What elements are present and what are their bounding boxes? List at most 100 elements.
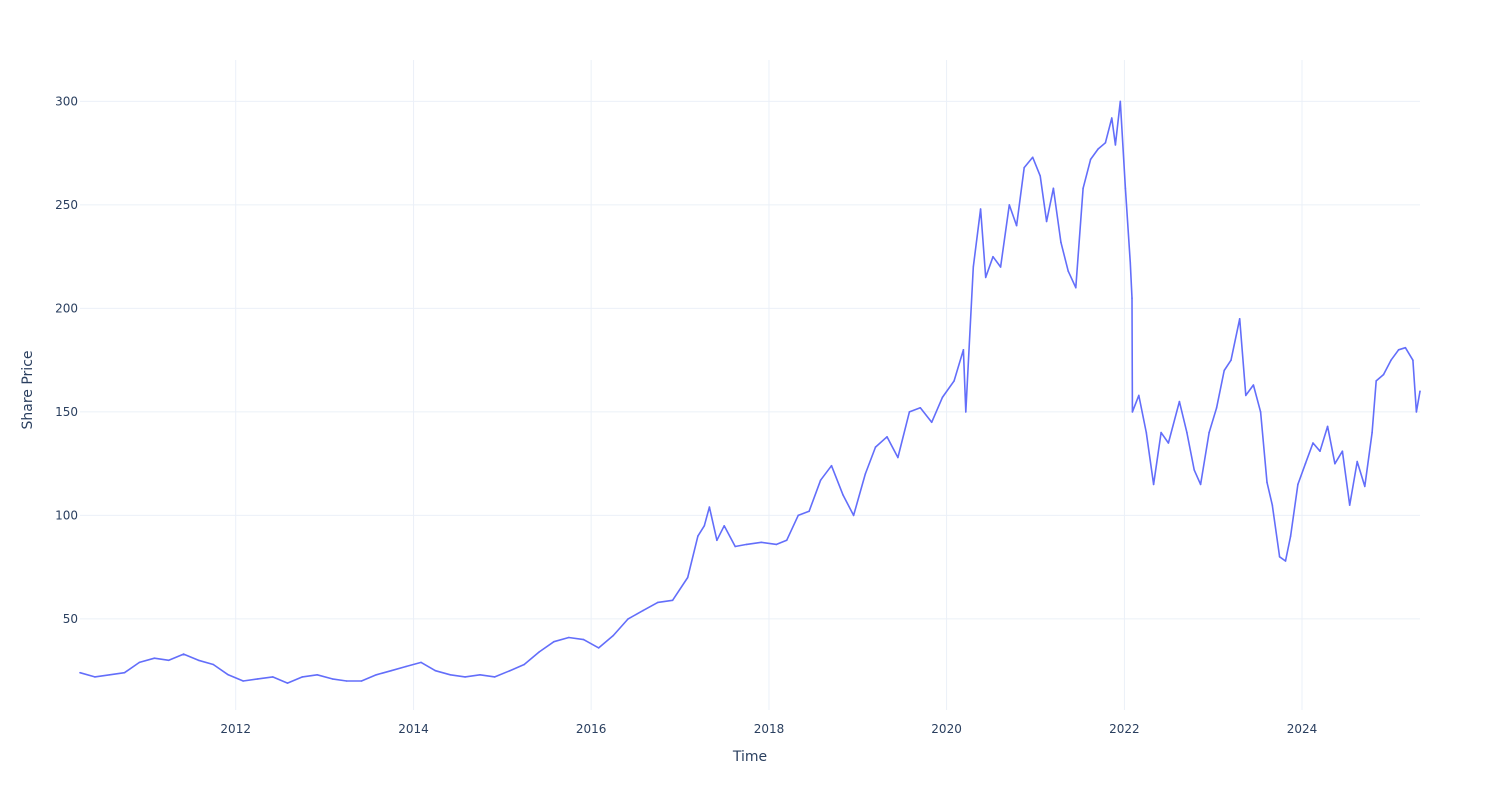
data-point	[1129, 262, 1132, 264]
data-point	[197, 659, 200, 662]
y-axis-title: Share Price	[20, 350, 36, 429]
data-point	[1364, 485, 1366, 488]
data-point	[708, 506, 711, 508]
data-point	[360, 680, 363, 682]
data-point	[697, 535, 699, 537]
data-point	[830, 464, 833, 467]
data-point	[79, 671, 81, 674]
y-tick-label: 100	[55, 508, 78, 522]
data-point	[1341, 450, 1344, 453]
data-point	[642, 609, 644, 612]
data-point	[94, 676, 96, 678]
data-point	[182, 653, 185, 655]
data-point	[1238, 318, 1241, 320]
data-point	[405, 665, 407, 668]
data-point	[1390, 359, 1392, 362]
data-point	[123, 671, 126, 674]
data-point	[671, 599, 674, 602]
data-point	[286, 682, 289, 684]
data-point	[1348, 504, 1351, 506]
data-point	[745, 543, 748, 546]
data-point	[1356, 460, 1358, 463]
data-point	[597, 647, 600, 649]
data-point	[785, 539, 788, 542]
data-point	[242, 680, 244, 682]
data-point	[449, 674, 452, 676]
data-point	[992, 255, 994, 258]
data-point	[716, 539, 718, 542]
data-point	[1160, 431, 1162, 434]
data-point	[227, 674, 229, 676]
data-point	[301, 676, 304, 678]
series-layer	[79, 100, 1421, 684]
data-point	[1031, 156, 1034, 159]
data-point	[1008, 204, 1011, 206]
data-point	[930, 421, 933, 424]
share-price-series-line	[79, 100, 1421, 684]
x-tick-label: 2022	[1109, 722, 1140, 736]
data-point	[1271, 504, 1274, 506]
data-point	[1334, 462, 1336, 465]
data-point	[972, 266, 975, 268]
data-point	[1138, 394, 1140, 397]
x-tick-label: 2020	[931, 722, 962, 736]
data-point	[138, 661, 141, 664]
data-point	[852, 514, 855, 517]
data-point	[108, 674, 111, 676]
data-point	[734, 545, 736, 548]
data-point	[1304, 462, 1307, 465]
data-point	[979, 208, 982, 210]
data-point	[434, 669, 437, 672]
data-point	[1075, 286, 1077, 289]
data-point	[1297, 483, 1299, 486]
data-point	[819, 479, 822, 482]
data-point	[1052, 187, 1055, 190]
data-point	[1284, 560, 1287, 562]
data-point	[1131, 297, 1133, 299]
data-point	[999, 266, 1002, 268]
data-point	[1124, 187, 1127, 190]
y-tick-label: 50	[63, 612, 78, 626]
data-point	[703, 525, 706, 527]
data-point	[1245, 394, 1247, 397]
data-point	[168, 659, 170, 662]
data-point	[1382, 373, 1385, 376]
data-point	[1289, 535, 1292, 537]
data-point	[1131, 411, 1134, 413]
x-tick-label: 2012	[220, 722, 251, 736]
data-point	[1111, 117, 1113, 119]
data-point	[612, 634, 615, 637]
data-point	[1208, 431, 1210, 434]
data-point	[1412, 359, 1414, 362]
data-point	[1319, 450, 1321, 453]
data-point	[1415, 411, 1418, 413]
data-point	[390, 669, 393, 672]
data-point	[1259, 411, 1262, 413]
data-point	[657, 601, 659, 604]
data-point	[1152, 483, 1155, 486]
data-point	[874, 446, 877, 448]
data-point	[375, 674, 378, 676]
x-axis-title: Time	[732, 749, 767, 765]
data-point	[523, 663, 525, 666]
data-point	[1193, 469, 1195, 471]
data-point	[316, 674, 319, 676]
data-point	[1404, 346, 1407, 349]
data-point	[886, 436, 888, 438]
y-tick-label: 200	[55, 301, 78, 315]
tick-layer: 2012 2014 2016 2018 2020 2022 2024 50 100 150 200 2…	[55, 94, 1317, 736]
data-point	[723, 525, 725, 527]
data-point	[965, 411, 967, 413]
data-point	[941, 396, 944, 399]
data-point	[494, 676, 496, 678]
data-point	[1104, 142, 1107, 144]
data-point	[897, 456, 899, 459]
data-point	[153, 657, 156, 659]
data-point	[1119, 100, 1122, 103]
data-point	[1145, 431, 1148, 434]
data-point	[1045, 220, 1048, 223]
data-point	[553, 640, 555, 643]
data-point	[1097, 148, 1099, 150]
data-point	[509, 669, 511, 672]
